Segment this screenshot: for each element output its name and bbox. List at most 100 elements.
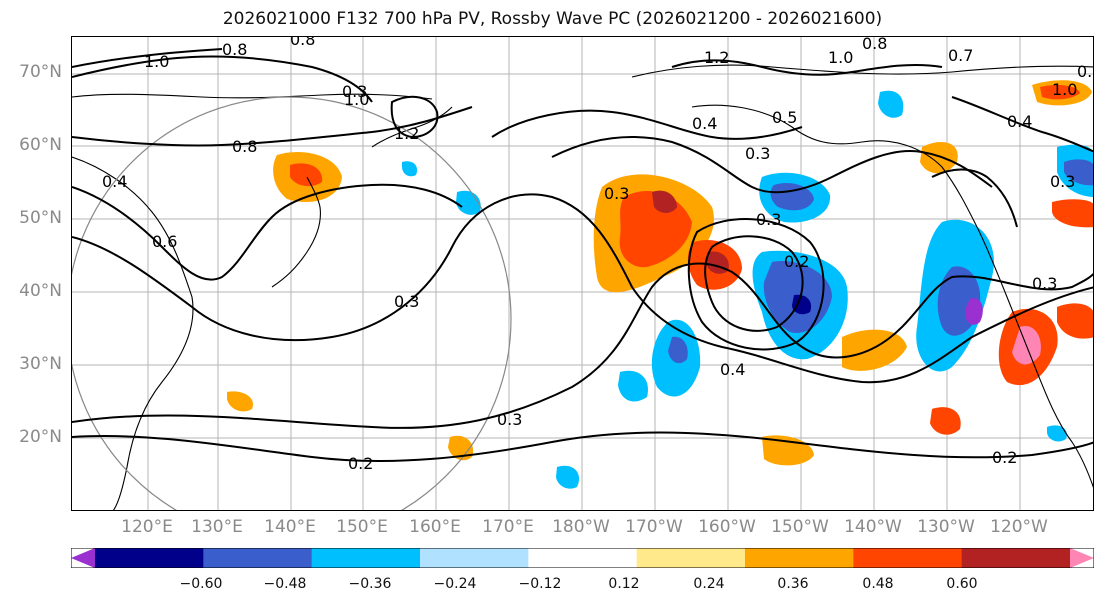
colorbar-tick-label: 0.60 <box>946 576 978 592</box>
contour-label: 0.2 <box>348 454 373 473</box>
lon-label-170w: 170°W <box>625 517 683 537</box>
contour-label: 0.2 <box>784 252 809 271</box>
contour-label: 1.0 <box>344 90 369 109</box>
map-plot-area: 1.0 0.8 0.8 1.0 1.2 0.8 0.4 0.6 0.3 0.3 … <box>71 36 1094 511</box>
anomaly-positive <box>842 329 907 371</box>
contour-label: 0.8 <box>232 137 257 156</box>
colorbar-segment <box>961 548 1071 568</box>
colorbar-segment <box>745 548 854 568</box>
contour-0-6 <box>72 183 463 281</box>
anomaly-negative <box>556 465 580 489</box>
colorbar <box>71 548 1094 568</box>
lon-label-130e: 130°E <box>191 517 243 537</box>
contour-label: 0.7 <box>1077 62 1094 81</box>
anomaly-positive <box>930 407 961 435</box>
lon-label-150w: 150°W <box>771 517 829 537</box>
lat-label-50n: 50°N <box>19 208 62 228</box>
colorbar-segments <box>71 548 1094 568</box>
colorbar-tick-label: 0.48 <box>862 576 894 592</box>
anomaly-positive <box>227 391 253 412</box>
contour-label: 0.3 <box>1032 274 1057 293</box>
contour-0-2 <box>72 431 1093 462</box>
lon-label-170e: 170°E <box>482 517 534 537</box>
anomaly-negative <box>402 161 418 177</box>
contour-label: 0.4 <box>102 172 127 191</box>
anomaly-positive <box>448 435 474 461</box>
anomaly-positive <box>1040 85 1080 100</box>
lon-label-140w: 140°W <box>844 517 902 537</box>
contour-1-2 <box>390 95 439 139</box>
closed-low-2 <box>687 218 825 351</box>
north-america-coast <box>976 226 1093 488</box>
contour-label: 0.6 <box>152 232 177 251</box>
anomaly-negative <box>1064 159 1093 186</box>
lat-label-70n: 70°N <box>19 62 62 82</box>
map-title: 2026021000 F132 700 hPa PV, Rossby Wave … <box>222 9 883 29</box>
contour-label: 1.0 <box>828 48 853 67</box>
lon-label-140e: 140°E <box>264 517 316 537</box>
lon-label-160w: 160°W <box>698 517 756 537</box>
closed-low-1 <box>704 235 804 332</box>
colorbar-segment <box>528 548 638 568</box>
lon-label-120w: 120°W <box>990 517 1048 537</box>
contour-east <box>951 96 1093 153</box>
anomaly-negative <box>618 370 648 402</box>
contour-label: 0.3 <box>604 184 629 203</box>
anomaly-negative <box>964 298 983 325</box>
contour-label: 0.4 <box>720 360 745 379</box>
coastlines <box>72 64 1093 510</box>
japan-coast <box>271 176 321 288</box>
contour-label: 0.8 <box>222 40 247 59</box>
contour-north <box>491 109 803 140</box>
anomaly-negative <box>792 294 812 315</box>
colorbar-tick-label: −0.12 <box>518 576 562 592</box>
anomaly-negative <box>770 182 814 211</box>
colorbar-segment <box>71 548 95 568</box>
lat-label-20n: 20°N <box>19 427 62 447</box>
colorbar-tick-label: 0.24 <box>693 576 725 592</box>
anomaly-positive <box>652 190 677 213</box>
colorbar-tick-label: 0.12 <box>608 576 640 592</box>
contour-label: 0.3 <box>1050 172 1075 191</box>
kamchatka-coast <box>371 106 453 148</box>
map-canvas: 1.0 0.8 0.8 1.0 1.2 0.8 0.4 0.6 0.3 0.3 … <box>72 37 1094 510</box>
lat-label-30n: 30°N <box>19 354 62 374</box>
contour-label: 0.4 <box>1007 112 1032 131</box>
colorbar-segment <box>420 548 529 568</box>
colorbar-segment <box>311 548 421 568</box>
colorbar-tick-label: −0.60 <box>179 576 223 592</box>
alaska-coast <box>691 104 978 228</box>
contour-label: 0.3 <box>497 410 522 429</box>
contour-label: 0.8 <box>290 37 315 49</box>
colorbar-segment <box>1070 548 1094 568</box>
anomaly-negative <box>668 336 688 364</box>
colorbar-tick-label: −0.24 <box>433 576 477 592</box>
anomaly-positive <box>920 142 958 174</box>
contour-0-4 <box>72 193 1093 384</box>
colorbar-segment <box>636 548 746 568</box>
anomaly-negative <box>878 90 904 118</box>
contour-arctic <box>72 48 223 68</box>
lon-label-160e: 160°E <box>409 517 461 537</box>
colorbar-tick-label: −0.48 <box>263 576 307 592</box>
lon-label-180w: 180°W <box>552 517 610 537</box>
lon-label-120e: 120°E <box>121 517 173 537</box>
anomaly-positive <box>290 163 323 187</box>
lat-label-60n: 60°N <box>19 135 62 155</box>
contour-0-8 <box>72 106 473 147</box>
contour-label: 0.3 <box>342 82 367 101</box>
contour-1-0 <box>72 55 373 103</box>
contour-upper <box>671 59 943 76</box>
pv-anomaly-shading <box>227 80 1093 489</box>
lat-label-40n: 40°N <box>19 281 62 301</box>
colorbar-segment <box>203 548 313 568</box>
contour-0-5 <box>551 136 993 194</box>
contour-label: 0.3 <box>756 210 781 229</box>
arctic-coast <box>631 64 1093 78</box>
contour-label: 1.2 <box>704 48 729 67</box>
contour-label: 0.7 <box>948 46 973 65</box>
great-circle <box>72 96 512 510</box>
anomaly-positive <box>1057 303 1093 339</box>
contour-label: 0.3 <box>745 144 770 163</box>
colorbar-segment <box>853 548 963 568</box>
